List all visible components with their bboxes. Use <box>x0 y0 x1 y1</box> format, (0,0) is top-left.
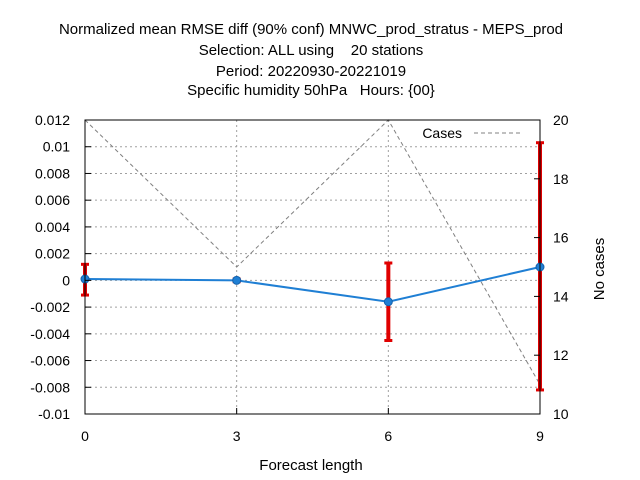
y-tick-label: -0.01 <box>38 406 70 422</box>
title-line-4: Specific humidity 50hPa Hours: {00} <box>187 82 435 99</box>
y2-tick-label: 10 <box>553 406 569 422</box>
rmse-diff-line <box>84 266 541 303</box>
title-line-2: Selection: ALL using 20 stations <box>199 42 424 59</box>
plot-area <box>80 119 545 392</box>
y-tick-label: 0.006 <box>35 192 70 208</box>
y-tick-label: 0 <box>62 272 70 288</box>
y-tick-label: -0.002 <box>30 299 70 315</box>
y-tick-label: 0.002 <box>35 246 70 262</box>
y2-axis-label: No cases <box>591 238 608 301</box>
x-axis-label: Forecast length <box>259 457 362 474</box>
grid <box>85 120 540 414</box>
y-tick-label: 0.008 <box>35 165 70 181</box>
legend: Cases <box>422 125 522 141</box>
y-tick-label: -0.004 <box>30 326 70 342</box>
title-line-1: Normalized mean RMSE diff (90% conf) MNW… <box>59 21 563 38</box>
y2-tick-label: 18 <box>553 171 569 187</box>
title-line-3: Period: 20220930-20221019 <box>216 63 406 80</box>
y2-tick-label: 16 <box>553 230 569 246</box>
y-tick-label: -0.008 <box>30 379 70 395</box>
y-tick-label: 0.004 <box>35 219 70 235</box>
data-point <box>232 275 242 285</box>
x-tick-label: 9 <box>536 428 544 444</box>
y-tick-label: 0.012 <box>35 112 70 128</box>
y-tick-label: -0.006 <box>30 353 70 369</box>
y2-tick-label: 14 <box>553 288 569 304</box>
y-tick-label: 0.01 <box>43 139 70 155</box>
chart-title: Normalized mean RMSE diff (90% conf) MNW… <box>59 21 563 99</box>
x-tick-label: 3 <box>233 428 241 444</box>
x-tick-label: 6 <box>384 428 392 444</box>
x-tick-label: 0 <box>81 428 89 444</box>
y2-tick-label: 12 <box>553 347 569 363</box>
plot-frame <box>84 119 541 415</box>
data-point <box>383 297 393 307</box>
cases-line <box>84 119 541 385</box>
y2-tick-label: 20 <box>553 112 569 128</box>
legend-label-cases: Cases <box>422 125 462 141</box>
axes: -0.01 -0.008 -0.006 -0.004 -0.002 0 0.002 0.004… <box>30 112 568 444</box>
